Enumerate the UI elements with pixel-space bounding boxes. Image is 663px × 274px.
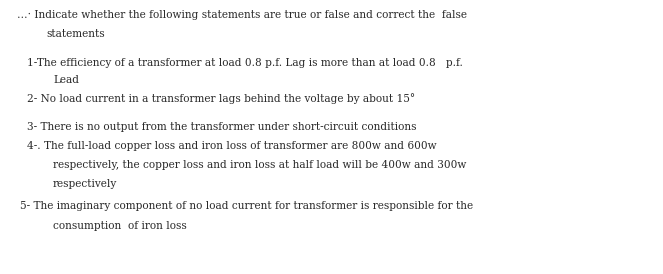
Text: …· Indicate whether the following statements are true or false and correct the  : …· Indicate whether the following statem… <box>17 10 467 19</box>
Text: 3- There is no output from the transformer under short-circuit conditions: 3- There is no output from the transform… <box>27 122 416 132</box>
Text: statements: statements <box>46 29 105 39</box>
Text: Lead: Lead <box>53 75 79 85</box>
Text: respectively: respectively <box>53 179 117 189</box>
Text: 1-The efficiency of a transformer at load 0.8 p.f. Lag is more than at load 0.8 : 1-The efficiency of a transformer at loa… <box>27 58 462 67</box>
Text: consumption  of iron loss: consumption of iron loss <box>53 221 187 230</box>
Text: 5- The imaginary component of no load current for transformer is responsible for: 5- The imaginary component of no load cu… <box>20 201 473 211</box>
Text: 4-. The full-load copper loss and iron loss of transformer are 800w and 600w: 4-. The full-load copper loss and iron l… <box>27 141 436 151</box>
Text: 2- No load current in a transformer lags behind the voltage by about 15°: 2- No load current in a transformer lags… <box>27 93 414 104</box>
Text: respectively, the copper loss and iron loss at half load will be 400w and 300w: respectively, the copper loss and iron l… <box>53 160 466 170</box>
